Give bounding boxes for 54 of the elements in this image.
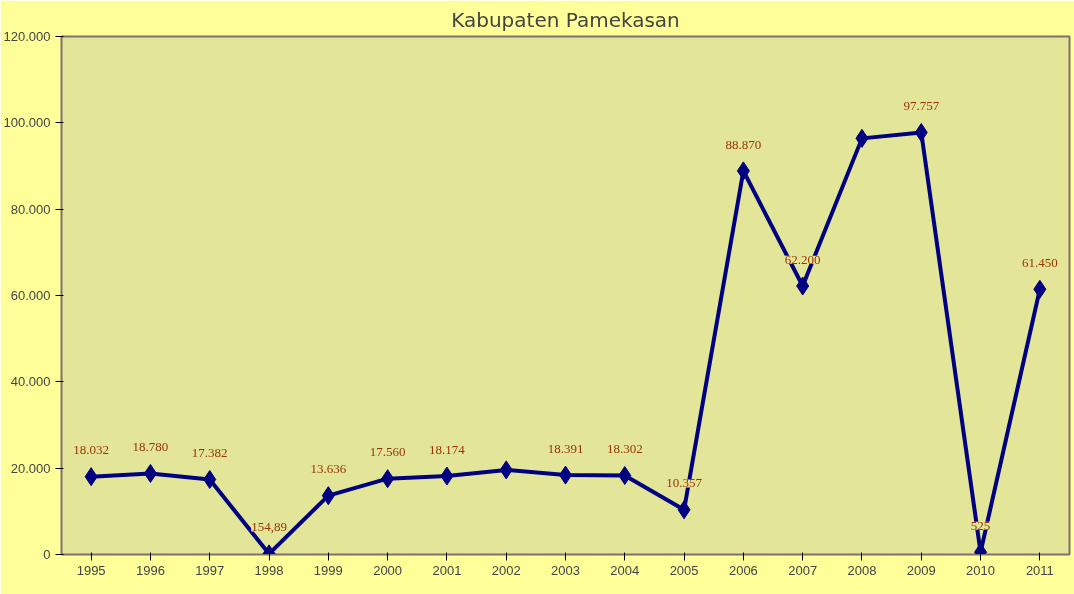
data-label: 97.757	[903, 98, 940, 114]
data-label: 18.780	[132, 439, 169, 455]
x-tick-label: 1996	[135, 562, 165, 578]
x-tick-label: 2003	[551, 562, 580, 578]
y-tick-label: 60.000	[10, 288, 51, 303]
point	[321, 486, 335, 506]
x-tick-label: 2005	[669, 562, 699, 578]
point	[203, 469, 217, 489]
x-tick-label: 2009	[906, 562, 936, 578]
point	[440, 466, 454, 486]
point	[736, 161, 750, 181]
y-tick-label: 80.000	[10, 201, 51, 217]
point	[796, 276, 810, 296]
data-label: 88.870	[725, 136, 762, 152]
point	[1033, 279, 1047, 299]
point	[618, 466, 632, 485]
point	[499, 460, 513, 480]
x-tick-label: 2004	[610, 562, 640, 578]
point	[677, 500, 691, 520]
data-label: 18.302	[606, 441, 643, 457]
data-label: 18.032	[73, 442, 110, 458]
data-label: 17.382	[191, 445, 228, 461]
point	[84, 467, 98, 487]
data-label: 17.560	[369, 444, 406, 460]
y-tick-label: 40.000	[10, 374, 51, 390]
y-tick-label: 100.000	[3, 115, 51, 131]
y-tick-label: 20.000	[10, 460, 51, 476]
data-label: 525	[970, 517, 991, 533]
y-tick-label: 0	[43, 547, 51, 562]
data-label: 10.357	[666, 475, 703, 491]
x-tick-label: 2011	[1025, 562, 1054, 578]
x-tick-label: 2007	[788, 562, 818, 578]
x-tick-label: 1999	[313, 562, 343, 578]
x-tick-label: 1998	[254, 562, 284, 578]
x-tick-label: 2006	[728, 562, 758, 578]
point	[914, 123, 928, 143]
data-label: 18.174	[429, 441, 466, 457]
x-tick-label: 2008	[847, 562, 877, 578]
chart-title: Kabupaten Pamekasan	[451, 7, 680, 32]
x-tick-label: 2001	[432, 562, 462, 578]
data-label: 13.636	[310, 461, 347, 477]
point	[143, 463, 157, 483]
x-tick-label: 1997	[195, 562, 225, 578]
x-tick-label: 2000	[373, 562, 403, 578]
data-label: 61.450	[1021, 254, 1058, 270]
point	[855, 128, 869, 148]
x-tick-label: 2002	[491, 562, 521, 578]
x-tick-label: 1995	[76, 562, 106, 578]
data-label: 18.391	[547, 440, 584, 456]
y-tick-label: 120.000	[3, 29, 51, 44]
point	[381, 469, 395, 489]
x-tick-label: 2010	[966, 562, 996, 578]
data-label: 154,89	[251, 519, 287, 535]
data-label: 62.200	[784, 251, 821, 267]
